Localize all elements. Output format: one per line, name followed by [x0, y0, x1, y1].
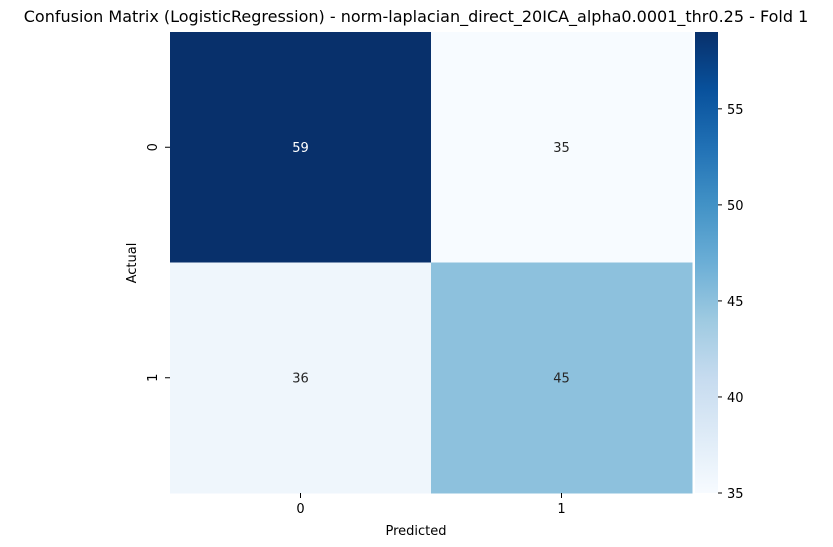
x-tick-label-0: 0	[296, 502, 304, 517]
cell-value-label-r1-c0: 36	[292, 371, 309, 386]
colorbar-tick-label-4: 55	[727, 103, 744, 118]
colorbar	[695, 32, 718, 493]
cell-value-label-r1-c1: 45	[553, 371, 570, 386]
colorbar-ticks: 35 40 45 50 55	[718, 103, 744, 502]
x-tick-label-1: 1	[557, 502, 565, 517]
chart-title: Confusion Matrix (LogisticRegression) - …	[24, 7, 809, 27]
colorbar-tick-label-3: 50	[727, 199, 744, 214]
heatmap-cells	[170, 32, 693, 494]
heatmap-cell-r0-c0	[170, 32, 432, 263]
colorbar-tick-label-0: 35	[727, 487, 744, 502]
heatmap-cell-labels: 59 35 36 45	[292, 141, 570, 387]
heatmap-cell-r0-c1	[431, 32, 693, 263]
x-axis-label: Predicted	[385, 524, 446, 539]
colorbar-tick-label-2: 45	[727, 295, 744, 310]
y-axis-label: Actual	[125, 243, 140, 284]
heatmap-cell-r1-c0	[170, 262, 432, 494]
colorbar-tick-label-1: 40	[727, 391, 744, 406]
cell-value-label-r0-c0: 59	[292, 141, 309, 156]
cell-value-label-r0-c1: 35	[553, 141, 570, 156]
y-tick-label-1: 1	[146, 374, 161, 382]
y-axis-ticks: 01	[146, 143, 170, 382]
y-tick-label-0: 0	[146, 143, 161, 151]
heatmap-cell-r1-c1	[431, 262, 693, 494]
